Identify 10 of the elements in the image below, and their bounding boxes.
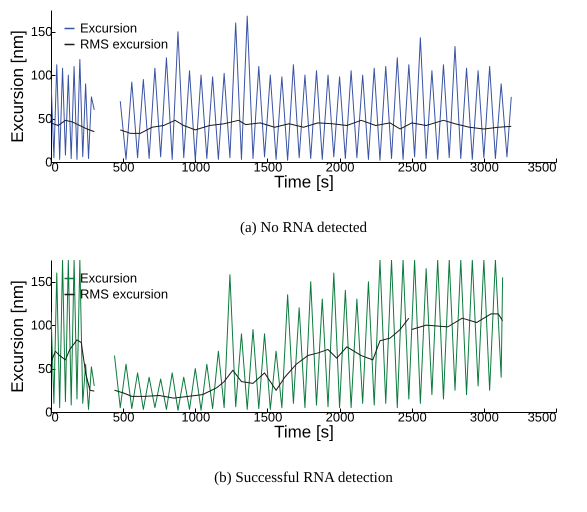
y-axis-title: Excursion [nm] (8, 280, 27, 393)
legend-label: RMS excursion (80, 286, 168, 302)
legend-label: RMS excursion (80, 36, 168, 52)
series-label: Excursion (80, 270, 138, 286)
legend-label: Excursion (80, 20, 138, 36)
y-axis-title: Excursion [nm] (8, 30, 27, 143)
x-axis-title: Time [s] (274, 422, 334, 442)
text: (b) Successful RNA detection (214, 470, 394, 486)
x-axis-title: Time [s] (274, 172, 334, 192)
text: (a) No RNA detected (240, 220, 368, 236)
